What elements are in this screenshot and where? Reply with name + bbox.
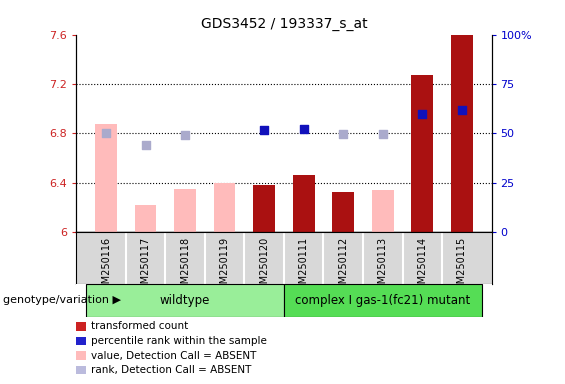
Text: GSM250111: GSM250111 [299,237,308,296]
Text: transformed count: transformed count [91,321,188,331]
Bar [95,124,117,232]
Text: value, Detection Call = ABSENT: value, Detection Call = ABSENT [91,351,257,361]
Bar [451,35,473,232]
Text: rank, Detection Call = ABSENT: rank, Detection Call = ABSENT [91,365,251,375]
Point [181,132,190,139]
Bar [86,284,284,317]
Point [418,111,427,117]
Text: GSM250120: GSM250120 [259,237,269,296]
Text: GSM250114: GSM250114 [418,237,427,296]
Text: genotype/variation ▶: genotype/variation ▶ [3,295,121,306]
Point [299,126,308,132]
Text: wildtype: wildtype [160,294,210,307]
Text: complex I gas-1(fc21) mutant: complex I gas-1(fc21) mutant [295,294,471,307]
Text: GSM250118: GSM250118 [180,237,190,296]
Bar [134,205,157,232]
Bar [174,189,196,232]
Text: GSM250113: GSM250113 [378,237,388,296]
Bar [253,185,275,232]
Point [457,107,466,113]
Text: GSM250115: GSM250115 [457,237,467,296]
Bar [372,190,394,232]
Point [260,127,269,134]
Point [141,142,150,148]
Point [102,131,111,137]
Text: GSM250112: GSM250112 [338,237,348,296]
Point [378,131,387,137]
Bar [332,192,354,232]
Bar [411,75,433,232]
Text: GSM250119: GSM250119 [220,237,229,296]
Title: GDS3452 / 193337_s_at: GDS3452 / 193337_s_at [201,17,367,31]
Point [338,131,347,137]
Bar [293,175,315,232]
Text: percentile rank within the sample: percentile rank within the sample [91,336,267,346]
Bar [214,183,236,232]
Text: GSM250117: GSM250117 [141,237,150,296]
Text: GSM250116: GSM250116 [101,237,111,296]
Bar [284,284,481,317]
